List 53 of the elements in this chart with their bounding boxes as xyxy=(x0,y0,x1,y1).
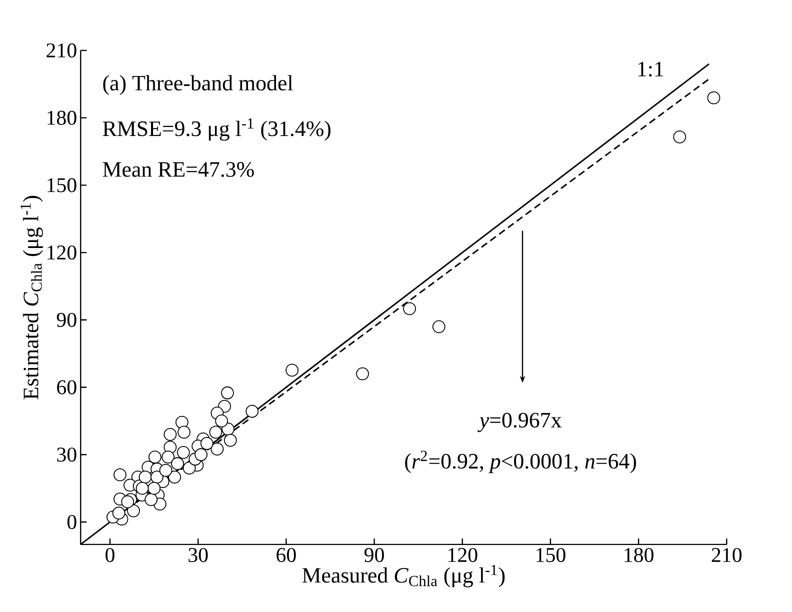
point xyxy=(707,91,720,104)
x-tick-label: 180 xyxy=(624,548,654,562)
point xyxy=(178,426,190,439)
point xyxy=(121,495,134,508)
y-tick-label: 150 xyxy=(48,178,76,192)
x-tick-label: 60 xyxy=(276,548,296,562)
point xyxy=(164,428,177,441)
x-axis-title: Measured C$_{Chla}$ (μg l$^{-1}$) xyxy=(302,564,505,588)
point xyxy=(209,426,222,439)
point xyxy=(112,506,126,520)
point xyxy=(150,470,164,484)
point xyxy=(136,482,149,495)
annotation: RMSE=9.3 μg l$^{-1}$ (31.4%) xyxy=(102,118,330,141)
point xyxy=(138,470,152,484)
point xyxy=(194,448,208,462)
point xyxy=(176,446,190,459)
x-tick-label: 150 xyxy=(536,548,566,562)
x-tick-label: 30 xyxy=(188,548,208,562)
y-tick-label: 210 xyxy=(46,43,76,58)
annotation: (a) Three-band model xyxy=(103,75,293,95)
point xyxy=(162,450,175,464)
x-tick-label: 210 xyxy=(712,548,742,562)
y-tick-label: 30 xyxy=(57,448,76,462)
point xyxy=(144,493,158,506)
point xyxy=(356,367,369,380)
point xyxy=(286,364,299,377)
y-tick-label: 180 xyxy=(48,110,76,125)
point xyxy=(246,404,259,418)
point xyxy=(182,462,196,475)
point xyxy=(200,436,214,450)
series-label: 1:1 xyxy=(638,62,664,77)
y-tick-label: 120 xyxy=(48,245,76,260)
point xyxy=(432,320,446,334)
point xyxy=(224,434,237,447)
x-tick-label: 90 xyxy=(364,548,384,562)
point xyxy=(673,130,686,144)
point xyxy=(171,457,184,470)
y-tick-label: 60 xyxy=(57,380,76,394)
y-tick-label: 0 xyxy=(67,514,76,530)
annotation: y=0.967x xyxy=(478,412,562,432)
point xyxy=(221,386,234,400)
point xyxy=(159,464,172,477)
x-tick-label: 120 xyxy=(448,548,478,562)
y-tick-label: 90 xyxy=(56,312,76,327)
point xyxy=(148,482,160,495)
point xyxy=(168,470,182,484)
point xyxy=(403,302,416,316)
annotation: Mean RE=47.3% xyxy=(102,162,254,177)
point xyxy=(215,414,228,428)
x-tick-label: 0 xyxy=(106,548,114,562)
annotation: (r$^{2}$=0.92, p<0.0001, n=64) xyxy=(405,450,636,474)
y-axis-title: Estimated C$_{Chla}$ (μg l$^{-1}$) xyxy=(20,196,43,400)
point xyxy=(114,468,126,482)
